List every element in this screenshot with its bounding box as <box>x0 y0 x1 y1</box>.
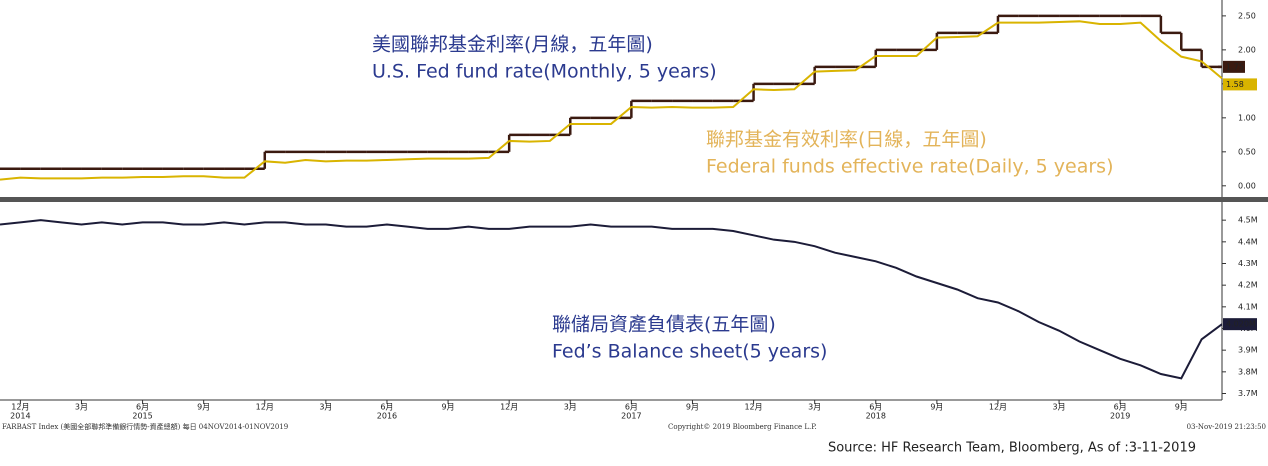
series-name: 美國聯邦基金利率(月線，五年圖) <box>372 34 653 56</box>
last-value-label: 1.75 <box>1226 62 1244 71</box>
x-tick-label: 6月 <box>1114 403 1127 412</box>
series-name: 聯邦基金有效利率(日線，五年圖) <box>706 129 987 151</box>
series-name-en: Fed’s Balance sheet(5 years) <box>552 341 827 363</box>
series-name-en: Federal funds effective rate(Daily, 5 ye… <box>706 156 1113 178</box>
series-line <box>0 20 1223 181</box>
last-value-label: 4.020M <box>1226 320 1256 329</box>
x-tick-label: 3月 <box>1053 403 1066 412</box>
x-tick-label: 3月 <box>564 403 577 412</box>
y-tick-label: 4.1M <box>1238 302 1258 311</box>
y-tick-label: 4.2M <box>1238 281 1258 290</box>
y-tick-label: 3.8M <box>1238 367 1258 376</box>
last-value-box <box>1223 318 1257 331</box>
x-year-label: 2016 <box>377 412 397 421</box>
y-tick-label: 2.50 <box>1238 11 1256 20</box>
x-year-label: 2017 <box>621 412 641 421</box>
footer-left: FARBAST Index (美國全部聯邦準備銀行情勢-資產總額) 每日 04N… <box>2 422 288 431</box>
source: Source: HF Research Team, Bloomberg, As … <box>828 441 1196 456</box>
y-tick-label: 1.00 <box>1238 113 1256 122</box>
x-tick-label: 12月 <box>256 403 274 412</box>
x-tick-label: 12月 <box>11 403 29 412</box>
x-year-label: 2014 <box>10 412 30 421</box>
series-name-en: U.S. Fed fund rate(Monthly, 5 years) <box>372 61 717 83</box>
last-value-label: 1.58 <box>1226 80 1244 89</box>
x-tick-label: 12月 <box>989 403 1007 412</box>
series-line <box>0 219 1223 380</box>
x-tick-label: 6月 <box>869 403 882 412</box>
x-tick-label: 12月 <box>744 403 762 412</box>
x-tick-label: 9月 <box>686 403 699 412</box>
y-tick-label: 4.5M <box>1238 216 1258 225</box>
x-tick-label: 3月 <box>319 403 332 412</box>
x-tick-label: 9月 <box>1175 403 1188 412</box>
y-tick-label: 3.9M <box>1238 346 1258 355</box>
footer-right: 03-Nov-2019 21:23:50 <box>1187 423 1266 431</box>
x-tick-label: 9月 <box>442 403 455 412</box>
x-year-label: 2019 <box>1110 412 1130 421</box>
last-value-box <box>1223 60 1245 73</box>
last-value-box <box>1223 78 1257 91</box>
series-name: 聯儲局資產負債表(五年圖) <box>552 314 776 336</box>
x-tick-label: 12月 <box>500 403 518 412</box>
x-tick-label: 3月 <box>808 403 821 412</box>
x-tick-label: 9月 <box>930 403 943 412</box>
x-year-label: 2018 <box>866 412 886 421</box>
y-tick-label: 0.00 <box>1238 181 1256 190</box>
x-year-label: 2015 <box>132 412 152 421</box>
y-tick-label: 0.50 <box>1238 147 1256 156</box>
footer-center: Copyright© 2019 Bloomberg Finance L.P. <box>668 423 817 431</box>
x-tick-label: 6月 <box>625 403 638 412</box>
panel-separator <box>0 197 1268 202</box>
x-tick-label: 3月 <box>75 403 88 412</box>
x-tick-label: 6月 <box>136 403 149 412</box>
y-tick-label: 2.00 <box>1238 45 1256 54</box>
y-tick-label: 4.4M <box>1238 237 1258 246</box>
x-tick-label: 9月 <box>197 403 210 412</box>
y-tick-label: 3.7M <box>1238 389 1258 398</box>
y-tick-label: 4.3M <box>1238 259 1258 268</box>
x-tick-label: 6月 <box>380 403 393 412</box>
